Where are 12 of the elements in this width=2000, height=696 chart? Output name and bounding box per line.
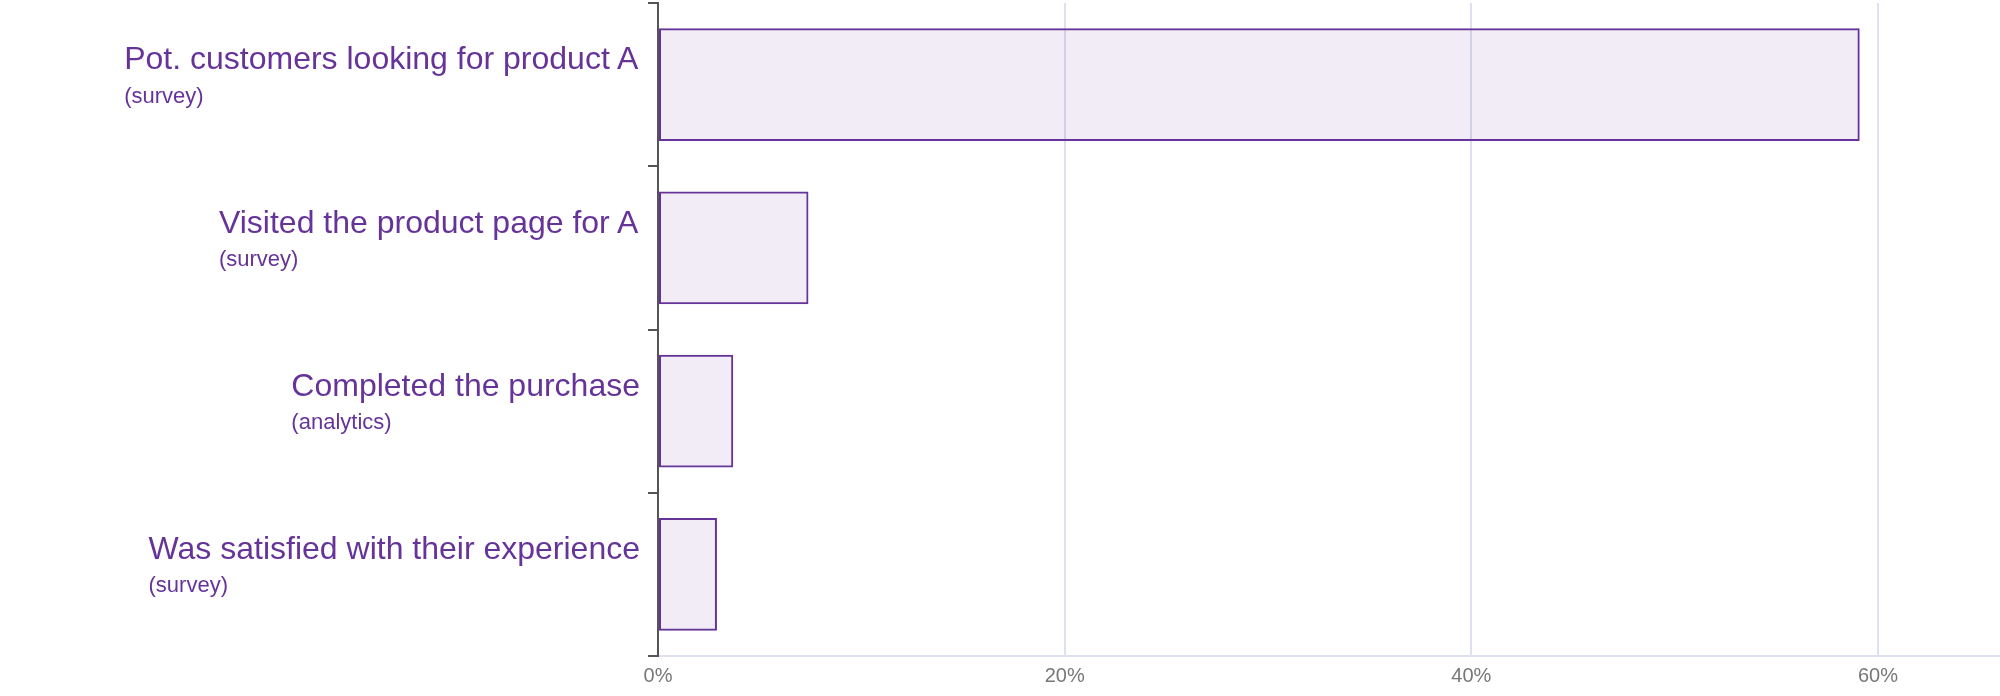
y-tick-label: Was satisfied with their experience (survey) <box>148 530 640 598</box>
x-tick-label: 20% <box>1044 663 1085 686</box>
y-tick-label: Visited the product page for A (survey) <box>218 203 639 271</box>
y-tick-label: Pot. customers looking for product A (survey) <box>124 40 639 108</box>
x-tick-label: 60% <box>1857 663 1899 686</box>
bar <box>659 518 717 631</box>
bar <box>659 191 809 305</box>
x-tick-label: 40% <box>1451 663 1492 686</box>
x-tick-label: 0% <box>643 663 673 686</box>
y-tick-label: Completed the purchase (analytics) <box>291 366 640 435</box>
bar <box>659 354 734 468</box>
bar <box>659 28 1860 141</box>
